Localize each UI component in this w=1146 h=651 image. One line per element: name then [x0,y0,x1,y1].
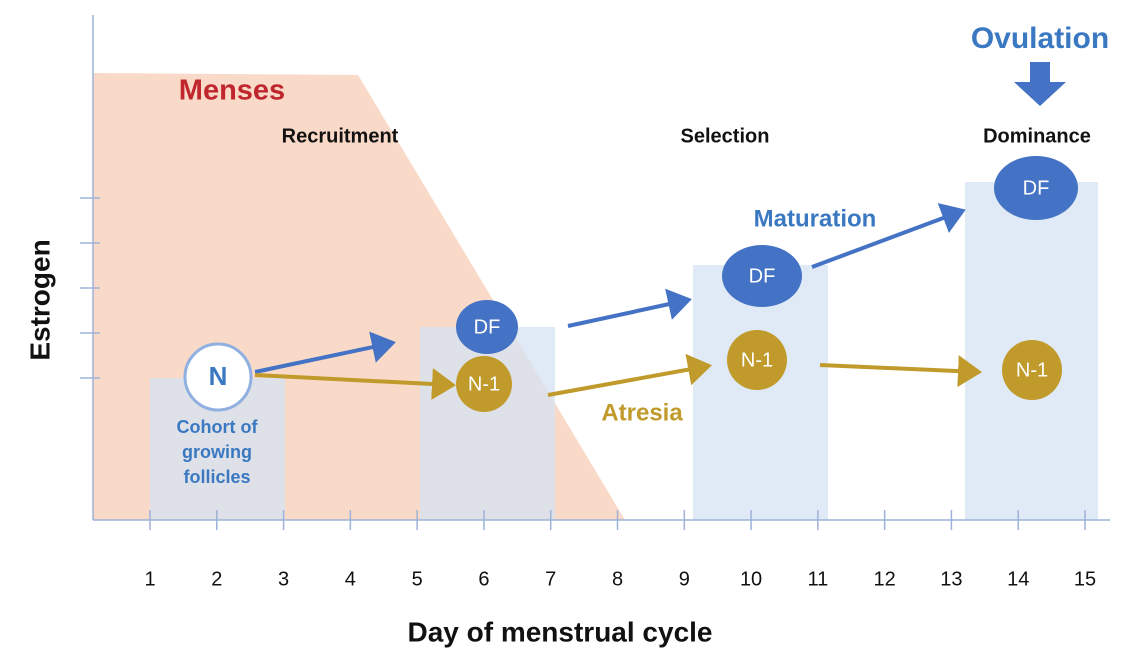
day-label: 11 [807,568,828,590]
cohort-label: N [209,361,228,391]
axes [80,15,1110,521]
n1-label: N-1 [1016,359,1048,381]
day-label: 7 [545,568,556,590]
day-label: 8 [612,568,623,590]
cohort-caption: Cohort of [177,417,259,437]
menses-label: Menses [179,75,285,107]
cohort-caption: growing [182,442,252,462]
day-label: 9 [679,568,690,590]
day-label: 4 [345,568,356,590]
n1-circle [1002,340,1062,400]
bar [420,327,555,520]
n1-label: N-1 [468,373,500,395]
df-circle [994,156,1078,220]
x-ticks [149,510,1086,530]
df-circle [722,245,802,307]
day-label: 12 [874,568,896,590]
n1-circle [456,356,512,412]
day-label: 2 [211,568,222,590]
day-label: 14 [1007,568,1029,590]
cohort-caption: follicles [183,467,250,487]
ovulation-arrow [1014,62,1066,106]
df-circle [456,300,518,354]
process-label: Maturation [754,205,877,232]
day-label: 3 [278,568,289,590]
x-axis-label: Day of menstrual cycle [407,616,712,647]
cohort-circle [183,342,253,412]
phase-label: Selection [681,125,770,147]
bar [693,265,828,520]
day-label: 6 [478,568,489,590]
day-label: 10 [740,568,762,590]
y-axis-label: Estrogen [24,239,55,360]
day-labels: 1 2 3 4 5 6 7 8 9 10 11 12 13 14 15 [144,568,1096,590]
day-label: 13 [940,568,962,590]
day-label: 5 [412,568,423,590]
df-label: DF [749,265,776,287]
process-label: Atresia [601,399,683,426]
day-label: 1 [144,568,155,590]
n1-circle [727,330,787,390]
arrows [254,203,982,400]
ovulation-label: Ovulation [971,22,1109,55]
df-label: DF [1023,177,1050,199]
day-label: 15 [1074,568,1096,590]
phase-label: Dominance [983,125,1091,147]
n1-label: N-1 [741,349,773,371]
df-label: DF [474,316,501,338]
phase-label: Recruitment [282,125,399,147]
